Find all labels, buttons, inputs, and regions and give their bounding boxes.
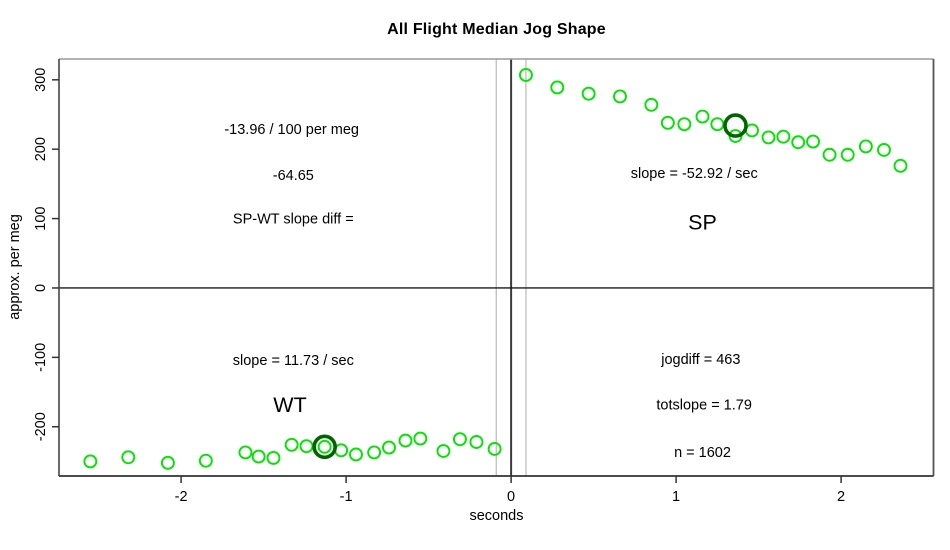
sp-point: [745, 123, 759, 138]
annotation-text: WT: [273, 393, 306, 417]
wt-point: [382, 440, 396, 455]
x-axis-label: seconds: [469, 508, 524, 524]
sp-point: [806, 134, 820, 149]
annotation-text: -64.65: [273, 168, 314, 184]
x-tick-label: 2: [837, 489, 845, 505]
x-tick-label: -1: [340, 489, 353, 505]
highlight-circle-wt: [312, 434, 337, 460]
sp-point: [877, 142, 891, 157]
sp-point: [613, 89, 627, 104]
wt-point: [487, 441, 502, 456]
x-tick-label: 0: [507, 489, 515, 505]
wt-point: [334, 443, 349, 458]
wt-point: [317, 439, 332, 454]
sp-point: [581, 86, 596, 101]
annotation-text: totslope = 1.79: [656, 398, 752, 414]
x-tick-label: -2: [175, 489, 188, 505]
wt-point: [299, 439, 314, 454]
wt-point: [121, 450, 136, 465]
y-tick-label: -100: [33, 343, 49, 372]
wt-point: [469, 435, 484, 449]
wt-point: [198, 453, 213, 468]
y-tick-label: 200: [33, 137, 49, 161]
wt-point: [453, 432, 467, 447]
x-tick-label: 1: [672, 489, 680, 505]
sp-point: [893, 158, 908, 173]
sp-point: [822, 147, 837, 162]
annotation-text: SP-WT slope diff =: [233, 212, 354, 228]
y-tick-label: -200: [33, 412, 49, 441]
y-tick-label: 300: [33, 68, 49, 92]
wt-point: [266, 451, 281, 465]
wt-point: [367, 445, 382, 460]
wt-point: [398, 433, 413, 448]
sp-point: [644, 97, 659, 112]
sp-point: [695, 109, 710, 124]
sp-point: [550, 80, 565, 95]
chart-title: All Flight Median Jog Shape: [387, 21, 606, 38]
wt-point: [284, 437, 299, 452]
wt-point: [349, 447, 363, 462]
wt-point: [83, 454, 98, 469]
sp-point: [660, 115, 675, 130]
annotation-text: SP: [688, 211, 717, 235]
sp-point: [677, 117, 692, 132]
sp-point: [710, 117, 725, 132]
wt-point: [251, 449, 266, 464]
annotation-text: jogdiff = 463: [660, 352, 740, 368]
wt-point: [160, 455, 175, 470]
wt-point: [436, 444, 451, 458]
sp-point: [791, 135, 806, 150]
sp-point: [858, 139, 873, 154]
wt-point: [238, 445, 253, 460]
y-tick-label: 100: [33, 206, 49, 230]
annotation-text: slope = 11.73 / sec: [233, 353, 354, 369]
annotation-text: n = 1602: [674, 445, 731, 461]
wt-point: [413, 431, 428, 446]
sp-point: [776, 129, 791, 144]
annotation-text: slope = -52.92 / sec: [631, 166, 758, 182]
sp-point: [761, 130, 776, 145]
sp-point: [840, 147, 855, 162]
y-tick-label: 0: [33, 284, 49, 292]
sp-point: [519, 68, 533, 82]
annotation-text: -13.96 / 100 per meg: [224, 122, 359, 138]
highlight-circle-sp: [723, 113, 748, 138]
